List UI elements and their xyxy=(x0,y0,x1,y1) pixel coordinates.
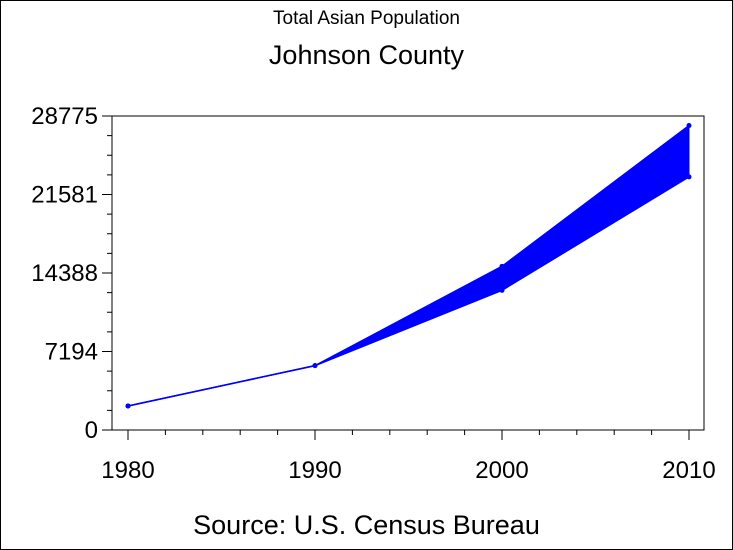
x-axis: 1980 1990 2000 2010 xyxy=(101,430,716,484)
data-series xyxy=(125,123,692,409)
x-tick-label: 1980 xyxy=(101,457,154,484)
series-line xyxy=(127,124,690,407)
x-tick-label: 2000 xyxy=(475,457,528,484)
y-tick-label: 7194 xyxy=(45,338,98,365)
data-point xyxy=(125,403,131,409)
y-tick-label: 0 xyxy=(85,417,98,444)
source-caption: Source: U.S. Census Bureau xyxy=(193,510,540,540)
data-point xyxy=(312,363,318,369)
data-point xyxy=(686,174,692,180)
series-line xyxy=(127,176,690,407)
chart-svg: 0 7194 14388 21581 28775 1980 1990 2000 2010 xyxy=(31,103,716,484)
data-point xyxy=(499,287,505,293)
data-point xyxy=(499,263,505,269)
plot-area xyxy=(111,115,705,431)
data-point xyxy=(686,123,692,129)
y-tick-label: 21581 xyxy=(31,182,98,209)
chart-subtitle: Total Asian Population xyxy=(273,8,460,29)
x-tick-label: 2010 xyxy=(662,457,715,484)
x-tick-label: 1990 xyxy=(288,457,341,484)
y-tick-label: 28775 xyxy=(31,103,98,130)
y-tick-label: 14388 xyxy=(31,260,98,287)
y-axis: 0 7194 14388 21581 28775 xyxy=(31,103,112,444)
chart-title: Johnson County xyxy=(268,40,465,70)
series-band xyxy=(127,124,690,407)
